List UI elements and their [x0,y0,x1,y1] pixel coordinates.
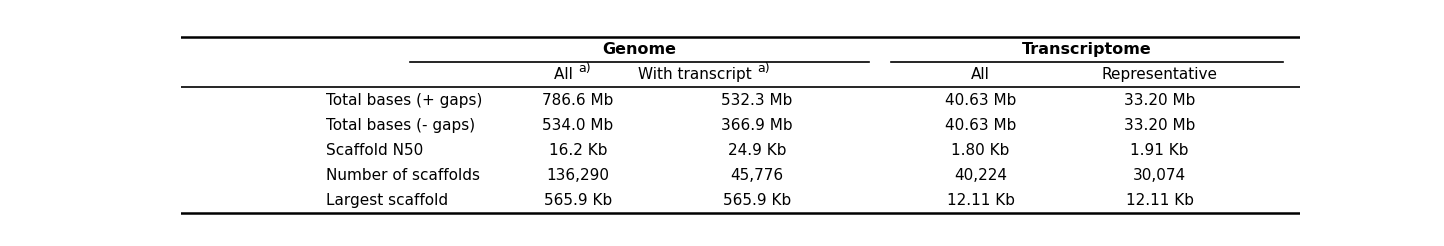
Text: 1.91 Kb: 1.91 Kb [1131,143,1188,158]
Text: 33.20 Mb: 33.20 Mb [1123,118,1196,133]
Text: 12.11 Kb: 12.11 Kb [1126,193,1194,208]
Text: 532.3 Mb: 532.3 Mb [721,92,793,108]
Text: 565.9 Kb: 565.9 Kb [722,193,791,208]
Text: a): a) [757,62,770,75]
Text: All: All [972,67,991,82]
Text: 12.11 Kb: 12.11 Kb [947,193,1015,208]
Text: 33.20 Mb: 33.20 Mb [1123,92,1196,108]
Text: Largest scaffold: Largest scaffold [326,193,448,208]
Text: Total bases (+ gaps): Total bases (+ gaps) [326,92,482,108]
Text: 136,290: 136,290 [546,168,609,183]
Text: All: All [554,67,578,82]
Text: 40.63 Mb: 40.63 Mb [944,118,1017,133]
Text: With transcript: With transcript [638,67,757,82]
Text: 30,074: 30,074 [1134,168,1187,183]
Text: a): a) [578,62,591,75]
Text: 24.9 Kb: 24.9 Kb [728,143,786,158]
Text: Total bases (- gaps): Total bases (- gaps) [326,118,475,133]
Text: Representative: Representative [1102,67,1217,82]
Text: 786.6 Mb: 786.6 Mb [542,92,614,108]
Text: Scaffold N50: Scaffold N50 [326,143,423,158]
Text: 16.2 Kb: 16.2 Kb [549,143,606,158]
Text: Number of scaffolds: Number of scaffolds [326,168,479,183]
Text: 40,224: 40,224 [954,168,1006,183]
Text: 565.9 Kb: 565.9 Kb [543,193,612,208]
Text: 1.80 Kb: 1.80 Kb [952,143,1009,158]
Text: 366.9 Mb: 366.9 Mb [721,118,793,133]
Text: 45,776: 45,776 [731,168,784,183]
Text: Genome: Genome [602,42,676,57]
Text: Transcriptome: Transcriptome [1022,42,1152,57]
Text: 40.63 Mb: 40.63 Mb [944,92,1017,108]
Text: 534.0 Mb: 534.0 Mb [542,118,614,133]
